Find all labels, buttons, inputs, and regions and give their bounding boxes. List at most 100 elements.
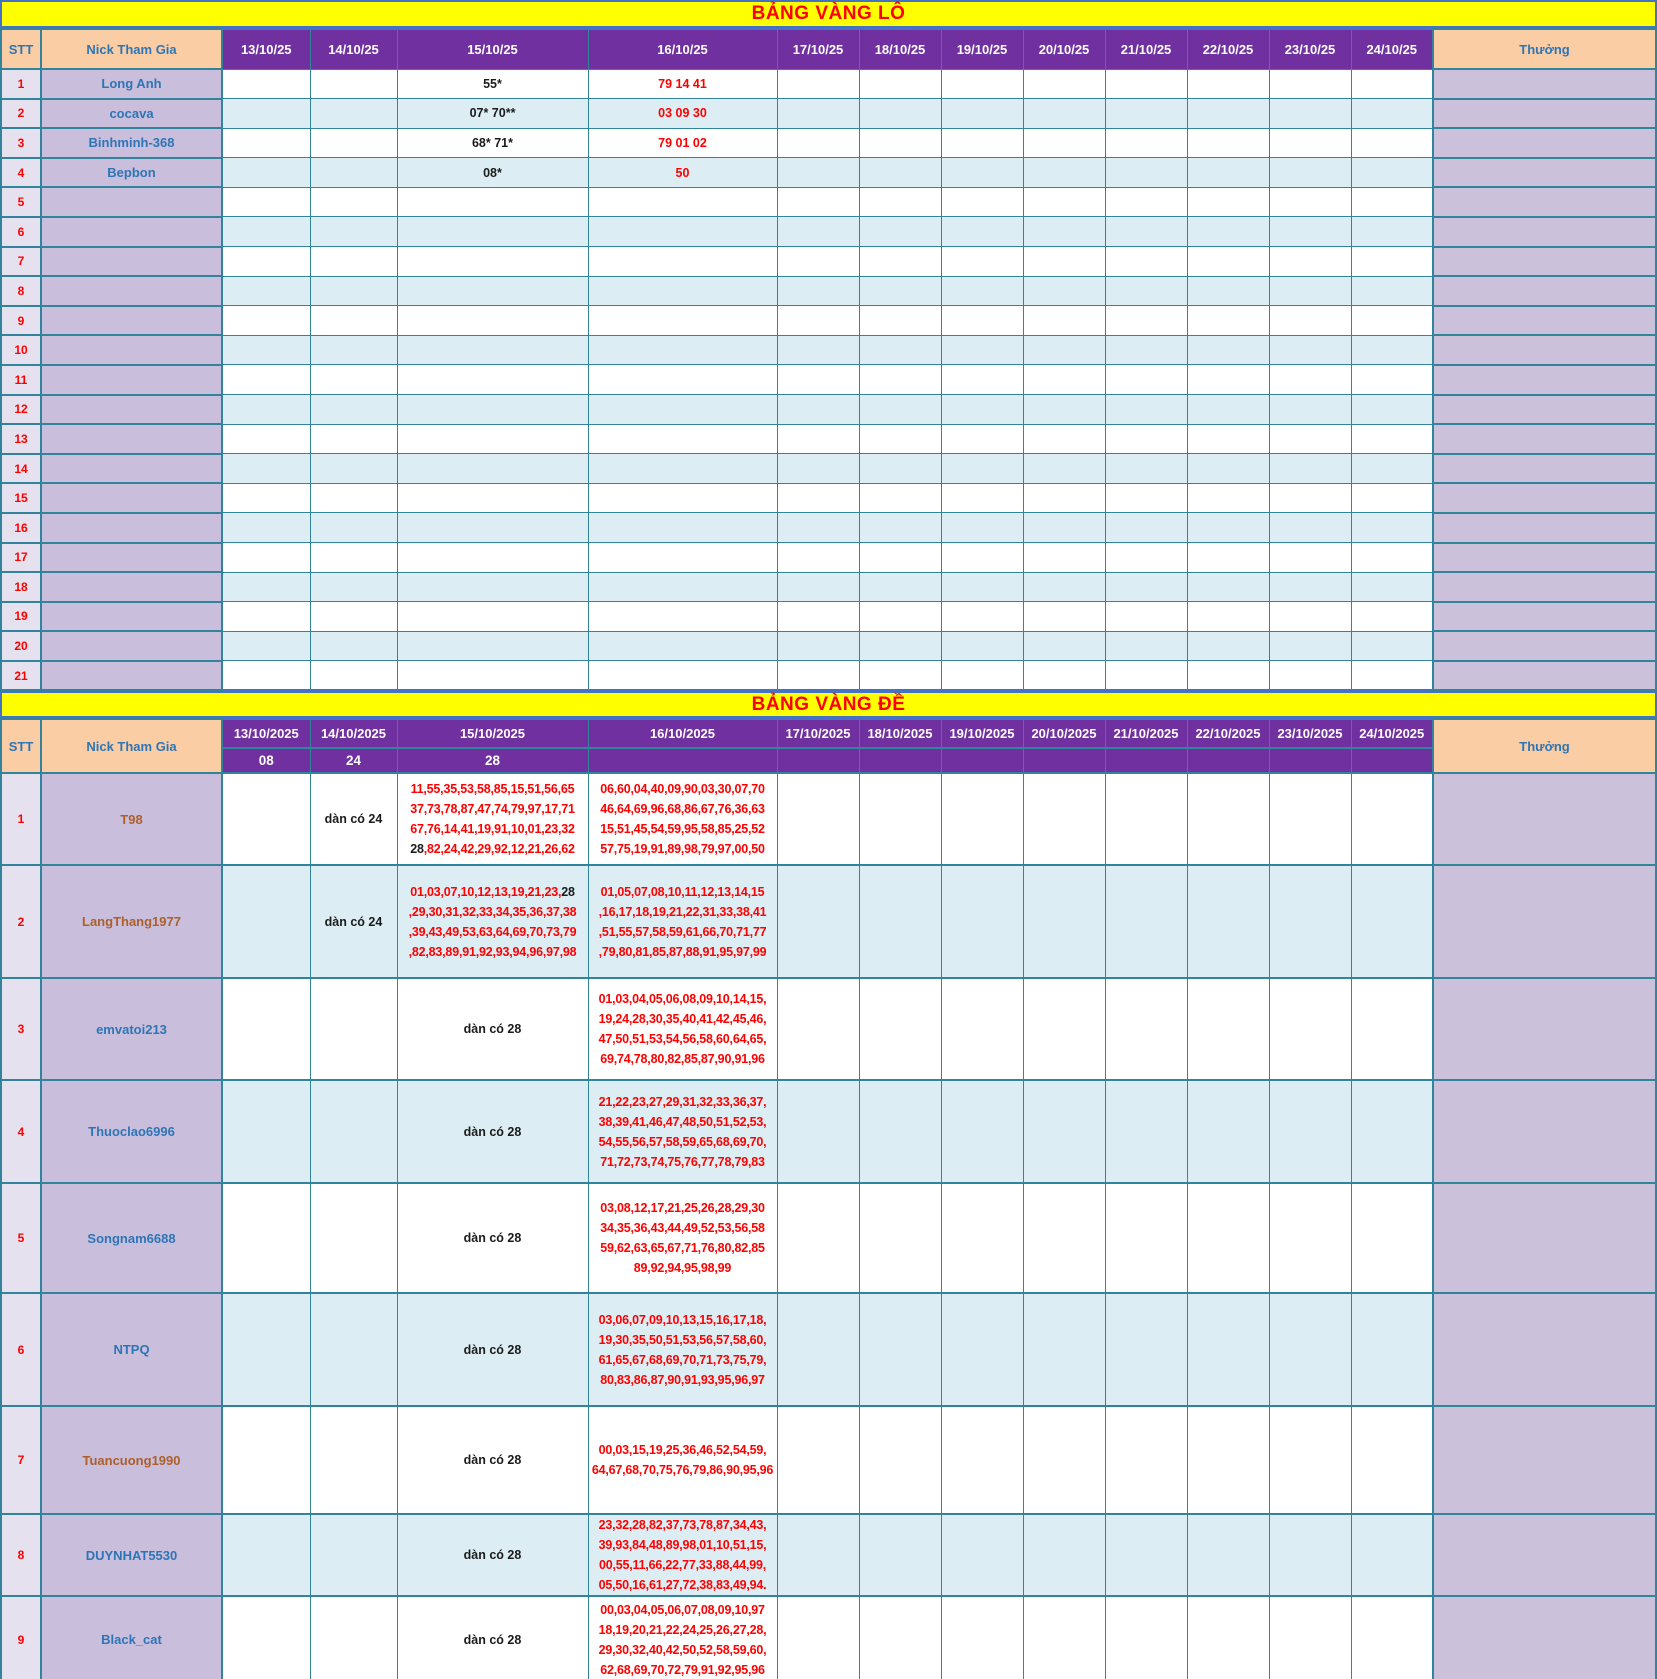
lo-row-nick: Bepbon — [40, 156, 223, 189]
lo-cell — [1268, 98, 1352, 129]
lo-row-stt: 11 — [0, 363, 42, 396]
lo-cell — [1186, 601, 1270, 632]
de-cell — [1104, 1182, 1188, 1295]
lo-cell — [221, 542, 311, 573]
lo-cell — [1186, 630, 1270, 662]
lo-cell — [1350, 571, 1434, 603]
number-segment: 61,65,67,68,69,70,71,73,75,79, — [598, 1352, 767, 1367]
lo-cell — [1104, 364, 1188, 396]
de-cell — [1268, 772, 1352, 867]
lo-cell — [858, 571, 942, 603]
number-segment: ,82,24,42,29,92,12,21,26,62 — [423, 842, 575, 857]
lo-row-stt: 2 — [0, 97, 42, 130]
number-line: 39,93,84,48,89,98,01,10,51,15, — [599, 1535, 767, 1555]
lo-cell — [1186, 364, 1270, 396]
lo-cell — [1186, 482, 1270, 514]
number-segment: 69,74,78,80,82,85,87,90,91,96 — [600, 1052, 765, 1067]
lo-cell — [940, 512, 1024, 543]
lo-row-reward — [1432, 68, 1657, 100]
lo-cell — [396, 601, 589, 632]
de-cell — [221, 1513, 311, 1598]
dan-co-note: dàn có 24 — [324, 812, 383, 827]
de-cell-numbers-16-10: 03,08,12,17,21,25,26,28,29,30 34,35,36,43… — [587, 1182, 778, 1295]
lo-row-stt: 18 — [0, 571, 42, 603]
lo-cell-16-10: 79 01 02 — [587, 127, 778, 159]
de-cell — [858, 1292, 942, 1408]
lo-cell — [1104, 453, 1188, 484]
lo-row-reward — [1432, 630, 1657, 662]
de-cell-note: dàn có 24 — [309, 772, 398, 867]
lo-row-reward — [1432, 97, 1657, 130]
de-date-header-16: 16/10/2025 — [587, 718, 778, 749]
lo-row-nick — [40, 659, 223, 692]
lo-cell — [309, 660, 398, 691]
lo-cell — [396, 660, 589, 691]
lo-cell — [221, 571, 311, 603]
lo-cell — [587, 394, 778, 425]
lo-cell — [309, 423, 398, 455]
lo-row-stt: 21 — [0, 659, 42, 692]
de-cell — [1268, 1182, 1352, 1295]
number-segment: 06,60,04,40,09,90,03,30,07,70 — [600, 782, 765, 797]
dan-co-note: dàn có 28 — [463, 1022, 522, 1037]
lo-cell — [858, 512, 942, 543]
lo-cell — [776, 68, 860, 100]
lo-row: 8 — [0, 275, 1657, 307]
lo-cell — [1104, 512, 1188, 543]
de-cell — [221, 1182, 311, 1295]
lo-date-header-23: 23/10/25 — [1268, 28, 1352, 70]
lo-cell — [1350, 630, 1434, 662]
lo-cell — [1186, 571, 1270, 603]
de-cell-numbers-16-10: 23,32,28,82,37,73,78,87,34,43, 39,93,84,4… — [587, 1513, 778, 1598]
lo-cell — [1104, 246, 1188, 277]
lo-row-stt: 12 — [0, 393, 42, 426]
number-line: 69,74,78,80,82,85,87,90,91,96 — [600, 1049, 765, 1069]
highlighted-number: 28 — [410, 842, 424, 857]
number-line: 00,03,04,05,06,07,08,09,10,97 — [600, 1600, 765, 1620]
lo-cell — [587, 601, 778, 632]
de-row-stt: 3 — [0, 977, 42, 1082]
lo-row-nick: cocava — [40, 97, 223, 130]
de-cell — [1186, 864, 1270, 980]
lo-cell — [1022, 571, 1106, 603]
lo-cell — [396, 453, 589, 484]
lo-row-stt: 20 — [0, 630, 42, 662]
lo-cell — [1268, 542, 1352, 573]
lo-cell — [1104, 630, 1188, 662]
number-line: ,82,83,89,91,92,93,94,96,97,98 — [409, 942, 577, 962]
de-cell — [940, 1079, 1024, 1185]
number-segment: 67,76,14,41,19,91,10,01,23,32 — [410, 822, 575, 837]
lo-cell — [309, 98, 398, 129]
de-cell — [309, 1182, 398, 1295]
lo-row-nick — [40, 482, 223, 514]
de-cell — [1350, 1079, 1434, 1185]
de-cell — [221, 1595, 311, 1679]
dan-co-note: dàn có 28 — [463, 1548, 522, 1563]
lo-cell — [1350, 305, 1434, 336]
lo-row-nick — [40, 393, 223, 426]
lo-date-header-19: 19/10/25 — [940, 28, 1024, 70]
lo-cell — [1350, 334, 1434, 366]
de-result-22 — [1186, 747, 1270, 774]
number-list: 03,08,12,17,21,25,26,28,29,30 34,35,36,43… — [589, 1198, 776, 1278]
lo-row-reward — [1432, 186, 1657, 218]
de-row-nick: LangThang1977 — [40, 864, 223, 980]
lo-date-header-22: 22/10/25 — [1186, 28, 1270, 70]
lo-cell-16-10: 03 09 30 — [587, 98, 778, 129]
lo-cell — [1022, 157, 1106, 188]
de-cell — [858, 1079, 942, 1185]
de-cell — [940, 1292, 1024, 1408]
lo-cell — [1268, 601, 1352, 632]
de-cell — [1022, 1182, 1106, 1295]
de-result-21 — [1104, 747, 1188, 774]
number-line: ,29,30,31,32,33,34,35,36,37,38 — [409, 902, 577, 922]
de-date-header-13: 13/10/2025 — [221, 718, 311, 749]
lo-cell — [587, 186, 778, 218]
lo-cell — [858, 630, 942, 662]
de-cell — [309, 1405, 398, 1516]
de-cell — [221, 1405, 311, 1516]
de-result-14: 24 — [309, 747, 398, 774]
lo-cell — [396, 394, 589, 425]
lo-cell — [858, 660, 942, 691]
de-cell — [858, 772, 942, 867]
